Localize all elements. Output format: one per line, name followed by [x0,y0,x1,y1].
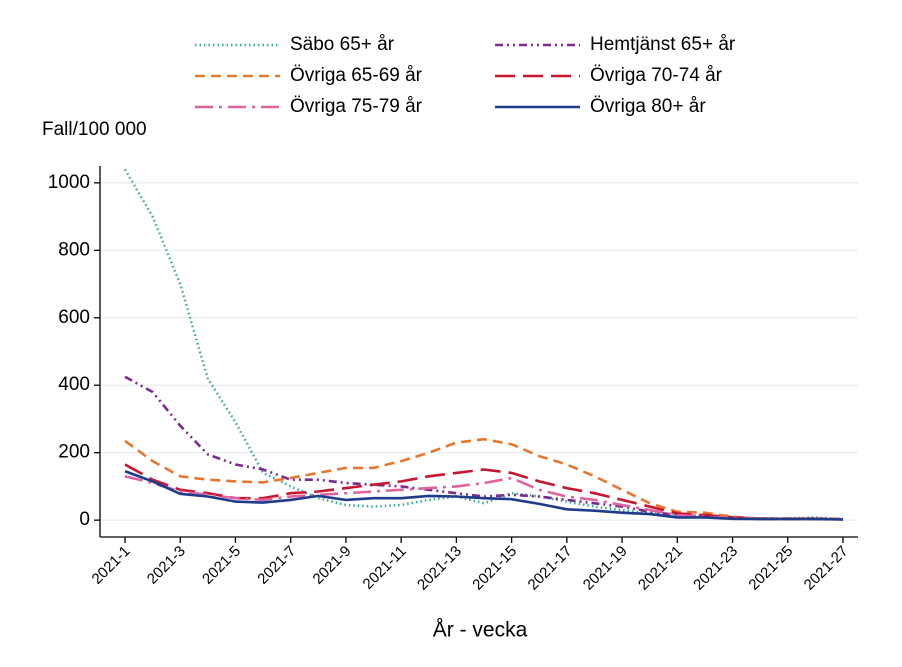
x-tick-label: 2021-21 [635,543,686,594]
legend-label: Säbo 65+ år [290,34,395,55]
x-tick-label: 2021-9 [310,543,355,588]
y-axis-title: Fall/100 000 [42,119,147,140]
y-tick-label: 800 [58,239,90,260]
legend-label: Övriga 65-69 år [290,65,423,86]
x-tick-label: 2021-27 [801,543,852,594]
y-tick-label: 1000 [48,172,90,193]
y-tick-label: 600 [58,307,90,328]
x-tick-label: 2021-13 [414,543,465,594]
x-tick-label: 2021-23 [690,543,741,594]
x-axis-title: År - vecka [433,619,528,642]
x-tick-label: 2021-15 [469,543,520,594]
x-tick-label: 2021-3 [144,543,189,588]
y-tick-label: 0 [79,509,90,530]
legend-label: Övriga 80+ år [590,96,706,117]
x-tick-label: 2021-19 [580,543,631,594]
y-tick-label: 200 [58,442,90,463]
series-line [124,463,844,521]
x-tick-label: 2021-1 [89,543,134,588]
x-tick-label: 2021-11 [360,543,410,593]
series-line [123,168,844,521]
series-line [124,469,844,521]
legend-label: Övriga 70-74 år [590,65,723,86]
y-tick-label: 400 [58,374,90,395]
legend-label: Hemtjänst 65+ år [590,34,736,55]
series-line [124,437,844,521]
x-tick-label: 2021-25 [745,543,796,594]
x-tick-label: 2021-17 [525,543,576,594]
x-tick-label: 2021-7 [254,543,299,588]
x-tick-label: 2021-5 [199,543,244,588]
legend-label: Övriga 75-79 år [290,96,423,117]
